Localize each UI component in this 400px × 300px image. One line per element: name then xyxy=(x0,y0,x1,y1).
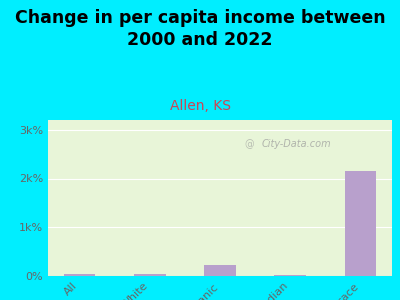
Bar xyxy=(64,274,95,276)
Bar xyxy=(204,265,236,276)
Bar xyxy=(274,274,306,276)
Text: Change in per capita income between
2000 and 2022: Change in per capita income between 2000… xyxy=(15,9,385,49)
Text: @: @ xyxy=(244,139,254,149)
Text: City-Data.com: City-Data.com xyxy=(261,139,331,149)
Text: Allen, KS: Allen, KS xyxy=(170,99,230,113)
Bar xyxy=(345,171,376,276)
Bar xyxy=(134,274,166,276)
